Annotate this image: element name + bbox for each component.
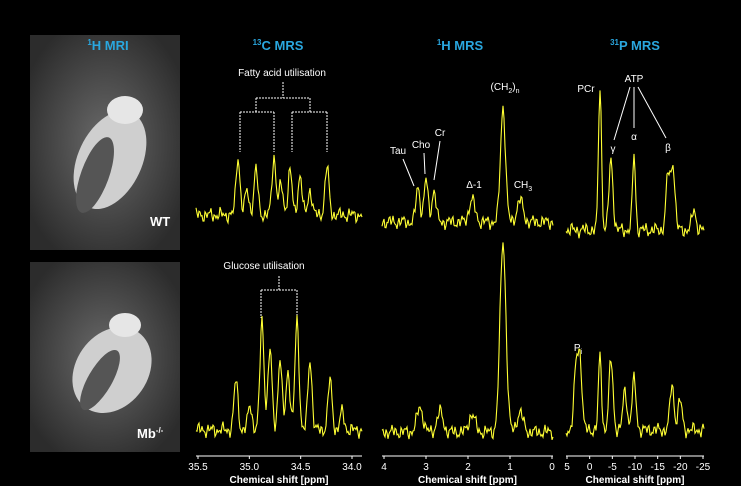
annotations: Fatty acid utilisation Glucose utilisati… bbox=[223, 68, 671, 356]
annotation: Cr bbox=[435, 128, 446, 139]
annotation: (CH2)n bbox=[491, 82, 520, 95]
row-label: WT bbox=[150, 214, 170, 229]
annotation: Cho bbox=[412, 140, 431, 151]
annotation: Pi bbox=[574, 343, 583, 356]
subscript: 2 bbox=[508, 88, 512, 95]
mri-wt bbox=[30, 35, 180, 250]
axis-label: Chemical shift [ppm] bbox=[418, 475, 517, 486]
tick-label: 2 bbox=[465, 462, 471, 473]
superscript: 1 bbox=[437, 38, 442, 47]
annotation: Tau bbox=[390, 146, 406, 157]
subscript: n bbox=[516, 88, 520, 95]
superscript: -/- bbox=[156, 426, 164, 435]
axis-label: Chemical shift [ppm] bbox=[586, 475, 685, 486]
superscript: 31 bbox=[610, 38, 619, 47]
spectrum bbox=[381, 242, 554, 441]
tick-label: 35.5 bbox=[188, 462, 208, 473]
spectrum bbox=[195, 154, 363, 225]
column-header: 31P MRS bbox=[610, 38, 660, 53]
superscript: 1 bbox=[87, 38, 92, 47]
row-label: Mb-/- bbox=[137, 426, 164, 441]
annotation-part: (CH bbox=[491, 82, 509, 93]
tick-label: 34.0 bbox=[342, 462, 362, 473]
tick-label: -10 bbox=[628, 462, 643, 473]
annotation: Fatty acid utilisation bbox=[238, 68, 326, 79]
header-text: H MRS bbox=[441, 38, 483, 53]
tick-label: 0 bbox=[587, 462, 593, 473]
axes: 35.5 35.0 34.5 34.0 Chemical shift [ppm] 4 3 2 1… bbox=[188, 455, 711, 486]
header-text: C MRS bbox=[262, 38, 304, 53]
annotation-part: ) bbox=[512, 82, 515, 93]
annotation: Δ-1 bbox=[466, 180, 482, 191]
column-header: 1H MRI bbox=[87, 38, 128, 53]
column-header: 13C MRS bbox=[253, 38, 304, 53]
superscript: 13 bbox=[253, 38, 262, 47]
spectrum bbox=[195, 315, 363, 439]
annotation: γ bbox=[611, 144, 616, 155]
spectrum bbox=[565, 90, 705, 239]
annotation: Glucose utilisation bbox=[223, 261, 304, 272]
tick-label: -5 bbox=[608, 462, 617, 473]
tick-label: 4 bbox=[381, 462, 387, 473]
header-text: H MRI bbox=[92, 38, 129, 53]
tick-label: -15 bbox=[650, 462, 665, 473]
axis-label: Chemical shift [ppm] bbox=[230, 475, 329, 486]
annotation-part: CH bbox=[514, 180, 528, 191]
annotation: β bbox=[665, 143, 671, 154]
annotation: ATP bbox=[625, 74, 644, 85]
subscript: i bbox=[581, 349, 583, 356]
tick-label: 0 bbox=[549, 462, 555, 473]
annotation: CH3 bbox=[514, 180, 532, 193]
mri-mb bbox=[30, 262, 180, 452]
subscript: 3 bbox=[528, 186, 532, 193]
column-header: 1H MRS bbox=[437, 38, 484, 53]
annotation-part: P bbox=[574, 343, 581, 354]
spectrum bbox=[565, 348, 705, 439]
header-text: P MRS bbox=[619, 38, 660, 53]
tick-label: 34.5 bbox=[291, 462, 311, 473]
tick-label: 3 bbox=[423, 462, 429, 473]
row-name: Mb bbox=[137, 426, 156, 441]
spectra bbox=[195, 90, 705, 441]
tick-label: 1 bbox=[507, 462, 513, 473]
tick-label: 5 bbox=[564, 462, 570, 473]
tick-label: -25 bbox=[696, 462, 711, 473]
spectrum bbox=[381, 105, 554, 231]
annotation: α bbox=[631, 132, 637, 143]
tick-label: -20 bbox=[673, 462, 688, 473]
annotation: PCr bbox=[577, 84, 595, 95]
tick-label: 35.0 bbox=[240, 462, 260, 473]
